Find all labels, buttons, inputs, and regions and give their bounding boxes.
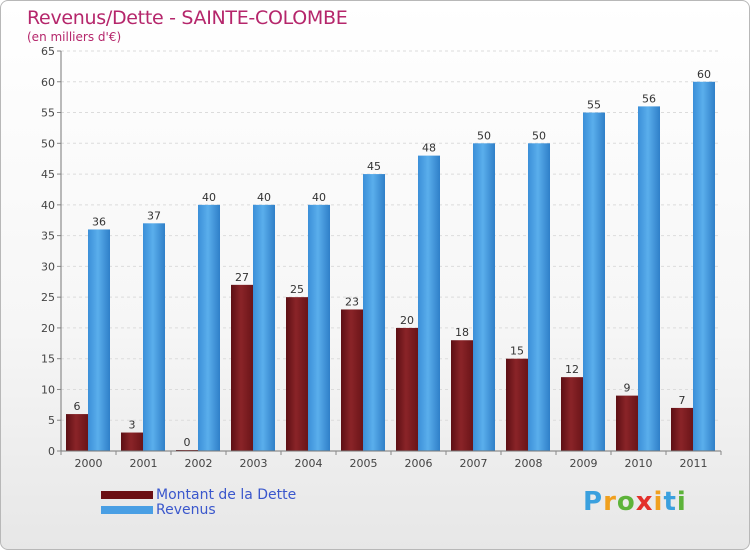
data-label-revenus: 40: [312, 191, 326, 204]
data-label-dette: 20: [400, 314, 414, 327]
bar-revenus: [638, 106, 660, 451]
bar-revenus: [363, 174, 385, 452]
bar-revenus: [418, 155, 440, 451]
data-label-dette: 18: [455, 326, 469, 339]
x-tick-label: 2001: [130, 457, 158, 470]
logo-letter: x: [635, 487, 654, 517]
data-label-revenus: 40: [257, 191, 271, 204]
bar-revenus: [253, 204, 275, 451]
bar-revenus: [308, 204, 330, 451]
chart-title: Revenus/Dette - SAINTE-COLOMBE: [27, 7, 348, 29]
bar-revenus: [143, 223, 165, 451]
y-tick-label: 55: [41, 107, 55, 120]
data-label-revenus: 50: [477, 129, 491, 142]
y-tick-label: 50: [41, 137, 55, 150]
legend-label-debt: Montant de la Dette: [156, 487, 297, 503]
data-label-revenus: 45: [367, 160, 381, 173]
legend-item-debt: Montant de la Dette: [101, 487, 361, 503]
chart-subtitle: (en milliers d'€): [27, 30, 122, 44]
x-tick-label: 2003: [240, 457, 268, 470]
x-tick-label: 2007: [460, 457, 488, 470]
data-label-dette: 0: [184, 436, 191, 449]
bar-dette: [286, 297, 308, 451]
bar-revenus: [528, 143, 550, 452]
logo-letter: r: [603, 487, 617, 517]
y-tick-label: 35: [41, 230, 55, 243]
data-label-dette: 7: [679, 394, 686, 407]
data-label-dette: 15: [510, 345, 524, 358]
y-tick-label: 0: [48, 445, 55, 458]
y-tick-label: 60: [41, 76, 55, 89]
logo-letter: P: [583, 487, 604, 517]
data-label-revenus: 48: [422, 142, 436, 155]
data-label-revenus: 55: [587, 99, 601, 112]
x-tick-label: 2004: [295, 457, 323, 470]
y-tick-label: 40: [41, 199, 55, 212]
data-label-dette: 25: [290, 283, 304, 296]
bar-dette: [671, 407, 693, 451]
y-tick-label: 15: [41, 353, 55, 366]
y-tick-label: 10: [41, 383, 55, 396]
logo-letter: o: [616, 487, 636, 517]
bar-dette: [66, 414, 88, 451]
x-tick-label: 2006: [405, 457, 433, 470]
y-tick-label: 45: [41, 168, 55, 181]
bar-revenus: [583, 112, 605, 452]
bar-dette: [341, 309, 363, 451]
data-label-dette: 6: [74, 400, 81, 413]
bar-revenus: [198, 204, 220, 451]
bar-dette: [561, 377, 583, 451]
bar-revenus: [473, 143, 495, 452]
x-tick-label: 2010: [625, 457, 653, 470]
legend-swatch-debt: [101, 491, 153, 499]
y-tick-label: 65: [41, 45, 55, 58]
x-tick-label: 2002: [185, 457, 213, 470]
bar-dette: [396, 327, 418, 451]
bar-dette: [451, 340, 473, 451]
x-tick-label: 2011: [680, 457, 708, 470]
data-label-dette: 9: [624, 382, 631, 395]
data-label-dette: 27: [235, 271, 249, 284]
legend-label-revenus: Revenus: [156, 502, 216, 518]
data-label-dette: 3: [129, 419, 136, 432]
bar-dette: [616, 395, 638, 451]
y-tick-label: 25: [41, 291, 55, 304]
data-label-revenus: 56: [642, 92, 656, 105]
bar-revenus: [693, 81, 715, 452]
data-label-dette: 12: [565, 363, 579, 376]
legend-swatch-revenus: [101, 506, 153, 514]
x-tick-label: 2000: [75, 457, 103, 470]
legend-item-revenus: Revenus: [101, 502, 361, 518]
x-tick-label: 2005: [350, 457, 378, 470]
x-tick-label: 2009: [570, 457, 598, 470]
data-label-dette: 23: [345, 295, 359, 308]
bar-dette: [121, 432, 143, 451]
data-label-revenus: 36: [92, 215, 106, 228]
bar-dette: [506, 358, 528, 451]
proxiti-logo: Proxiti: [583, 487, 687, 517]
data-label-revenus: 37: [147, 209, 161, 222]
logo-letter: i: [676, 487, 687, 517]
logo-letter: i: [653, 487, 664, 517]
logo-letter: t: [663, 487, 677, 517]
y-tick-label: 5: [48, 414, 55, 427]
x-tick-label: 2008: [515, 457, 543, 470]
data-label-revenus: 60: [697, 68, 711, 81]
y-tick-label: 20: [41, 322, 55, 335]
data-label-revenus: 40: [202, 191, 216, 204]
data-label-revenus: 50: [532, 129, 546, 142]
bar-dette: [231, 284, 253, 451]
bar-revenus: [88, 229, 110, 451]
y-tick-label: 30: [41, 260, 55, 273]
